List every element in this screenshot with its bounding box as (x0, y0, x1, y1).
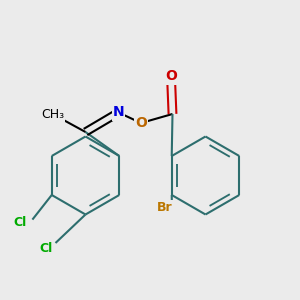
Text: Cl: Cl (14, 216, 27, 229)
Text: CH₃: CH₃ (41, 107, 64, 121)
Text: N: N (113, 106, 124, 119)
Text: O: O (135, 116, 147, 130)
Text: Cl: Cl (40, 242, 53, 256)
Text: Br: Br (157, 201, 172, 214)
Text: O: O (165, 70, 177, 83)
